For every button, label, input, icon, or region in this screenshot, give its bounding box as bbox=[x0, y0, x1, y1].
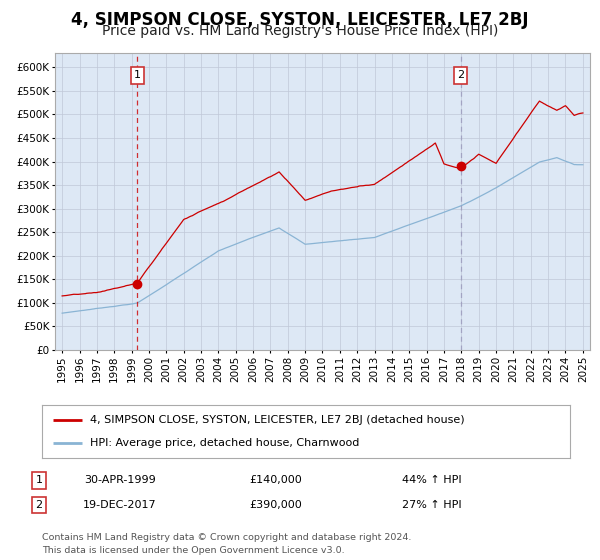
Text: 44% ↑ HPI: 44% ↑ HPI bbox=[402, 475, 462, 486]
Text: £140,000: £140,000 bbox=[250, 475, 302, 486]
Text: 2: 2 bbox=[35, 500, 43, 510]
Text: 4, SIMPSON CLOSE, SYSTON, LEICESTER, LE7 2BJ (detached house): 4, SIMPSON CLOSE, SYSTON, LEICESTER, LE7… bbox=[89, 415, 464, 425]
Text: 2: 2 bbox=[457, 71, 464, 81]
Text: 27% ↑ HPI: 27% ↑ HPI bbox=[402, 500, 462, 510]
Text: 1: 1 bbox=[134, 71, 141, 81]
Text: HPI: Average price, detached house, Charnwood: HPI: Average price, detached house, Char… bbox=[89, 438, 359, 448]
Text: 4, SIMPSON CLOSE, SYSTON, LEICESTER, LE7 2BJ: 4, SIMPSON CLOSE, SYSTON, LEICESTER, LE7… bbox=[71, 11, 529, 29]
Text: 30-APR-1999: 30-APR-1999 bbox=[84, 475, 156, 486]
Text: Price paid vs. HM Land Registry's House Price Index (HPI): Price paid vs. HM Land Registry's House … bbox=[102, 24, 498, 38]
Text: Contains HM Land Registry data © Crown copyright and database right 2024.
This d: Contains HM Land Registry data © Crown c… bbox=[42, 533, 412, 554]
Text: 19-DEC-2017: 19-DEC-2017 bbox=[83, 500, 157, 510]
Text: £390,000: £390,000 bbox=[250, 500, 302, 510]
Text: 1: 1 bbox=[35, 475, 43, 486]
